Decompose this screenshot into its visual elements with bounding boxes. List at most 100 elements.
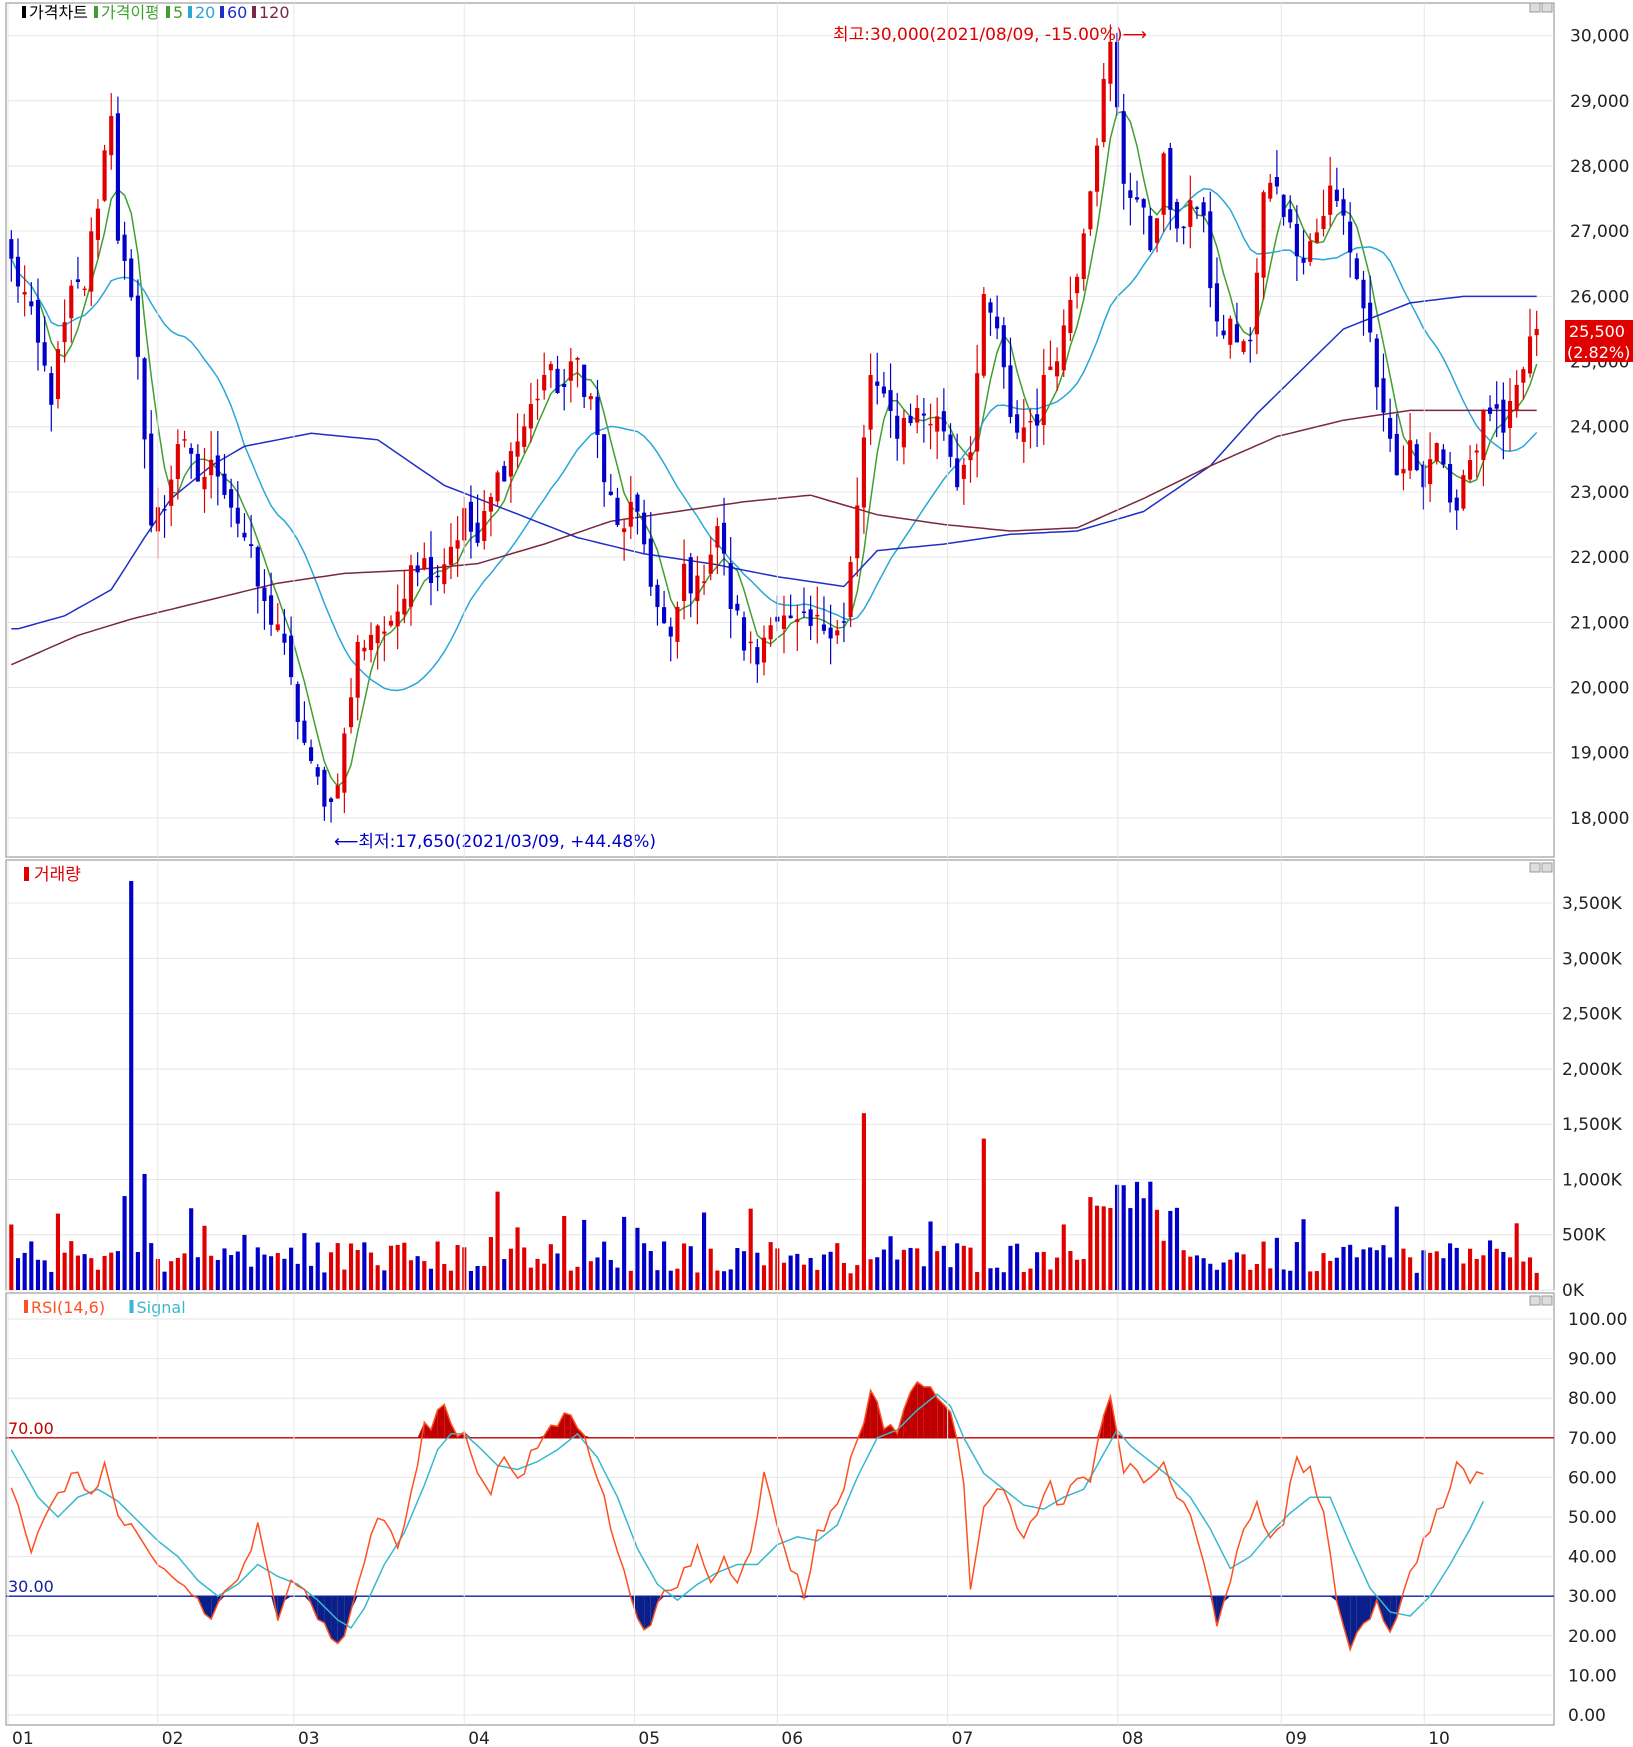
candle-body	[1061, 325, 1066, 371]
rsi-tick-label: 50.00	[1568, 1508, 1617, 1528]
volume-bar	[269, 1256, 274, 1290]
volume-bar	[22, 1252, 27, 1290]
candle-body	[1121, 111, 1126, 184]
volume-bar	[1507, 1257, 1513, 1290]
panel-minimize-icon[interactable]	[1529, 2, 1541, 13]
volume-bar	[1028, 1268, 1033, 1290]
volume-bar	[95, 1269, 100, 1290]
candle-body	[1094, 145, 1100, 192]
candle-body	[1428, 459, 1433, 485]
candle-body	[1021, 427, 1026, 442]
volume-bar	[309, 1265, 314, 1290]
candle-body	[855, 505, 860, 559]
candle-body	[442, 564, 447, 585]
candle-body	[568, 361, 573, 381]
rsi-oversold-fill	[217, 1596, 225, 1604]
candle-body	[1028, 420, 1033, 423]
rsi-oversold-fill	[644, 1596, 651, 1630]
candle-body	[435, 575, 440, 578]
volume-bar	[562, 1216, 567, 1290]
volume-bar	[642, 1243, 647, 1290]
volume-bar	[202, 1225, 207, 1290]
candle-body	[1035, 414, 1040, 426]
candle-body	[1421, 464, 1426, 488]
volume-bar	[662, 1241, 667, 1290]
volume-bar	[795, 1253, 800, 1290]
volume-bar	[1454, 1247, 1459, 1290]
volume-bar	[1381, 1245, 1386, 1290]
panel-close-icon[interactable]	[1541, 1295, 1553, 1306]
candle-body	[49, 373, 54, 405]
candle-body	[1141, 199, 1146, 208]
candle-body	[89, 231, 94, 292]
volume-bar	[1041, 1251, 1046, 1290]
rsi-tick-label: 0.00	[1568, 1706, 1606, 1726]
volume-bar	[15, 1258, 21, 1290]
volume-bar	[1094, 1205, 1100, 1290]
volume-bar	[921, 1266, 926, 1290]
volume-bar	[1274, 1237, 1279, 1290]
candle-body	[848, 562, 853, 617]
volume-bar	[935, 1251, 940, 1290]
x-tick-label: 07	[952, 1729, 974, 1747]
x-tick-label: 10	[1428, 1729, 1450, 1747]
candle-body	[9, 239, 14, 259]
rsi-oversold-fill	[271, 1596, 278, 1621]
candle-body	[562, 384, 567, 388]
legend-label: RSI(14,6)	[31, 1298, 105, 1317]
volume-tick-label: 500K	[1562, 1226, 1606, 1246]
volume-bar	[582, 1219, 587, 1290]
rsi-tick-label: 100.00	[1568, 1310, 1627, 1330]
rsi-overbought-fill	[437, 1404, 445, 1438]
candle-body	[508, 451, 513, 477]
volume-bar	[761, 1265, 767, 1290]
candle-body	[189, 447, 194, 454]
candle-body	[662, 607, 667, 624]
candle-body	[655, 584, 660, 608]
volume-bar	[1194, 1255, 1200, 1290]
panel-close-icon[interactable]	[1541, 862, 1553, 873]
candle-body	[708, 554, 713, 574]
rsi-overbought-fill	[937, 1398, 944, 1438]
candle-body	[408, 565, 414, 607]
panel-close-icon[interactable]	[1541, 2, 1553, 13]
candle-body	[82, 288, 87, 291]
candle-body	[1041, 375, 1046, 426]
candle-body	[821, 624, 827, 631]
x-tick-label: 04	[468, 1729, 490, 1747]
rsi-overbought-fill	[930, 1386, 938, 1438]
volume-bar	[488, 1237, 493, 1290]
candle-body	[455, 540, 460, 549]
volume-bar	[408, 1260, 414, 1290]
candle-body	[222, 473, 227, 495]
legend-swatch	[166, 6, 170, 18]
candle-body	[275, 624, 280, 631]
candle-body	[808, 609, 813, 626]
candle-body	[328, 798, 334, 802]
volume-bar	[428, 1268, 434, 1290]
price-tick-label: 18,000	[1570, 809, 1629, 829]
panel-minimize-icon[interactable]	[1529, 862, 1541, 873]
x-tick-label: 06	[781, 1729, 803, 1747]
candle-body	[1401, 469, 1406, 474]
candle-body	[149, 433, 154, 526]
volume-bar	[35, 1259, 41, 1290]
candle-body	[995, 316, 1000, 329]
volume-tick-label: 2,500K	[1562, 1005, 1623, 1025]
volume-bar	[841, 1262, 847, 1290]
candle-body	[1048, 366, 1053, 370]
candle-body	[1467, 460, 1473, 480]
volume-bar	[69, 1241, 74, 1290]
panel-minimize-icon[interactable]	[1529, 1295, 1541, 1306]
volume-bar	[1321, 1253, 1326, 1290]
candle-body	[1521, 369, 1526, 383]
volume-bar	[315, 1242, 320, 1290]
rsi-oversold-fill	[344, 1596, 352, 1636]
candle-body	[42, 342, 47, 366]
candle-body	[1361, 279, 1366, 309]
candle-body	[109, 115, 114, 156]
candle-body	[648, 538, 653, 587]
candle-body	[29, 301, 34, 307]
rsi-tick-label: 90.00	[1568, 1350, 1617, 1370]
volume-bar	[422, 1261, 427, 1290]
